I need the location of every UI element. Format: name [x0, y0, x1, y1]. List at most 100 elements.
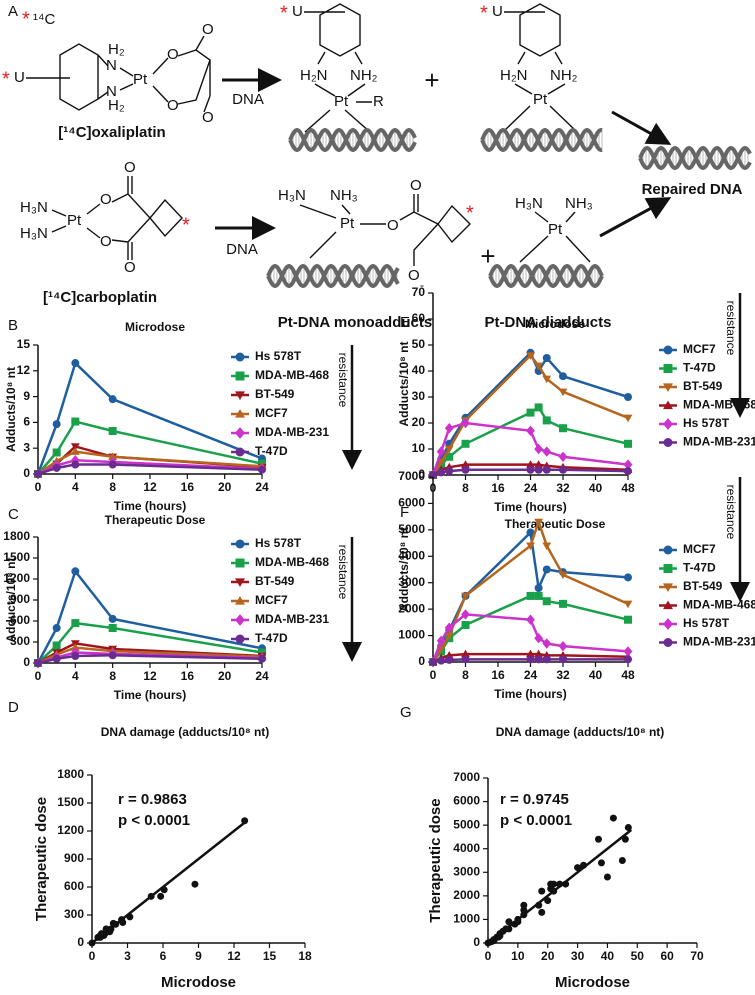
- marker: [108, 651, 117, 660]
- helix-strand: [266, 263, 400, 289]
- x-tick-label: 0: [485, 949, 492, 963]
- marker: [461, 621, 470, 629]
- atom: O: [124, 159, 136, 176]
- y-tick-label: 900: [10, 592, 30, 606]
- marker: [663, 383, 673, 392]
- x-tick-label: 12: [143, 669, 157, 683]
- marker: [70, 447, 80, 455]
- plus: +: [424, 65, 439, 95]
- atom: H₃N: [20, 199, 48, 216]
- marker: [461, 655, 470, 664]
- marker: [437, 656, 446, 665]
- marker: [71, 460, 80, 469]
- y-axis-label: Therapeutic dose: [427, 798, 444, 922]
- marker: [558, 451, 568, 462]
- marker: [436, 635, 446, 647]
- legend-label: Hs 578T: [255, 349, 302, 363]
- marker: [534, 518, 544, 527]
- y-tick-label: 6000: [453, 794, 480, 808]
- atom: O: [167, 46, 179, 63]
- atom: Pt: [334, 93, 349, 110]
- marker: [52, 463, 61, 472]
- bonds: [519, 211, 591, 263]
- atom: O: [167, 97, 179, 114]
- marker: [542, 354, 551, 362]
- label-star: *: [466, 202, 474, 224]
- marker: [52, 420, 61, 429]
- atom: O: [100, 233, 112, 250]
- marker: [534, 362, 544, 371]
- y-tick-label: 20: [412, 415, 426, 429]
- marker: [258, 654, 266, 663]
- panel-label: E: [400, 314, 410, 331]
- marker: [534, 403, 543, 412]
- y-tick-label: 3: [23, 440, 30, 454]
- marker: [445, 467, 454, 476]
- legend-label: MCF7: [255, 593, 288, 607]
- marker: [624, 393, 632, 401]
- marker: [70, 643, 80, 651]
- marker: [461, 439, 470, 448]
- marker: [52, 624, 61, 632]
- marker: [542, 638, 552, 649]
- x-tick-label: 50: [631, 949, 645, 963]
- x-tick-label: 40: [601, 949, 615, 963]
- point: [562, 880, 570, 888]
- marker: [235, 409, 245, 418]
- x-tick-label: 70: [690, 949, 704, 963]
- x-tick-label: 8: [462, 481, 469, 495]
- legend-label: Hs 578T: [683, 616, 730, 630]
- point: [580, 861, 588, 869]
- atom: Pt: [548, 221, 563, 238]
- marker: [663, 545, 673, 555]
- point: [514, 918, 522, 926]
- marker: [526, 465, 535, 474]
- point: [609, 814, 617, 822]
- y-tick-label: 300: [10, 634, 30, 648]
- atom: U: [292, 3, 303, 20]
- marker: [235, 596, 245, 605]
- marker: [52, 448, 61, 457]
- dna-helix: [638, 145, 752, 171]
- y-tick-label: 1200: [57, 823, 84, 837]
- marker: [623, 459, 633, 470]
- marker: [663, 638, 673, 647]
- legend-label: BT-549: [683, 579, 723, 593]
- y-tick-label: 0: [473, 935, 480, 949]
- marker: [34, 470, 42, 478]
- x-tick-label: 16: [181, 669, 195, 683]
- x-tick-label: 9: [195, 949, 202, 963]
- chart-title: Therapeutic Dose: [505, 517, 606, 531]
- marker: [108, 395, 117, 404]
- marker: [235, 614, 245, 626]
- y-axis-label: Adducts/10⁸ nt: [397, 341, 411, 426]
- y-tick-label: 60: [412, 311, 426, 325]
- point: [505, 925, 513, 933]
- y-tick-label: 300: [64, 907, 84, 921]
- marker: [235, 634, 245, 644]
- atom: O: [202, 109, 214, 126]
- x-axis-label: Time (hours): [494, 500, 566, 514]
- y-axis-label: Adducts/10⁸ nt: [397, 527, 411, 612]
- x-tick-label: 24: [255, 480, 269, 494]
- x-tick-label: 8: [462, 668, 469, 682]
- x-tick-label: 20: [218, 669, 232, 683]
- panel-label: D: [8, 699, 19, 716]
- x-tick-label: 30: [571, 949, 585, 963]
- atom: O: [100, 191, 112, 208]
- point: [490, 937, 498, 945]
- marker: [534, 591, 543, 600]
- y-tick-label: 6000: [398, 496, 425, 510]
- arrow: [599, 197, 672, 238]
- atom: O: [410, 177, 422, 194]
- panel-label: G: [400, 704, 412, 721]
- x-tick-label: 4: [72, 669, 79, 683]
- x-tick-label: 32: [556, 481, 570, 495]
- product-name: Repaired DNA: [642, 181, 743, 198]
- annotation: r = 0.9863: [118, 791, 187, 808]
- y-tick-label: 3000: [398, 575, 425, 589]
- helix-strand: [480, 127, 603, 153]
- atom: H₂N: [300, 67, 328, 84]
- y-tick-label: 30: [412, 389, 426, 403]
- y-tick-label: 5000: [398, 522, 425, 536]
